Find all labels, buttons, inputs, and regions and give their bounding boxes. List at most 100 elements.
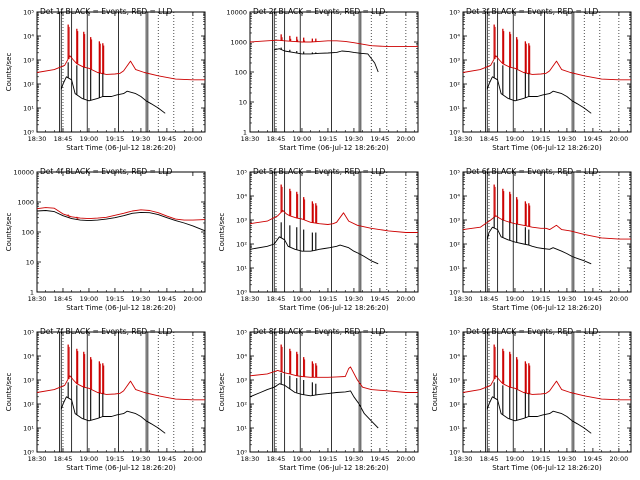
y-tick-label: 10⁵ (23, 8, 34, 16)
panel-det-7: Det 7f BLACK = Events, RED = LLD 10⁰ 10¹ 10… (5, 327, 206, 472)
x-tick-label: 19:45 (158, 295, 177, 303)
panel-title: Det 2f BLACK = Events, RED = LLD (253, 7, 386, 16)
y-tick-label: 1000 (17, 198, 34, 206)
x-tick-label: 20:00 (610, 295, 629, 303)
x-tick-label: 19:15 (319, 455, 338, 463)
x-axis-label: Start Time (06-Jul-12 18:26:20) (279, 304, 389, 312)
x-tick-label: 18:45 (54, 455, 73, 463)
x-tick-label: 19:30 (345, 295, 364, 303)
panel-title: Det 1f BLACK = Events, RED = LLD (40, 7, 173, 16)
x-axis-label: Start Time (06-Jul-12 18:26:20) (492, 144, 602, 152)
y-tick-label: 10⁴ (23, 32, 34, 40)
panel-title: Det 4f BLACK = Events, RED = LLD (40, 167, 173, 176)
x-tick-label: 19:15 (532, 295, 551, 303)
x-tick-label: 20:00 (184, 135, 203, 143)
x-tick-label: 18:45 (267, 295, 286, 303)
x-tick-label: 19:15 (319, 135, 338, 143)
y-tick-label: 10⁴ (236, 192, 247, 200)
events-series-line (36, 210, 206, 232)
y-tick-label: 10³ (449, 56, 460, 64)
events-series-line (60, 76, 166, 114)
x-tick-label: 19:45 (158, 455, 177, 463)
x-tick-label: 19:00 (506, 135, 525, 143)
lld-series-line (36, 375, 205, 401)
x-tick-label: 19:45 (584, 135, 603, 143)
plot-frame (462, 11, 632, 133)
y-tick-label: 100 (235, 68, 247, 76)
x-tick-label: 20:00 (610, 135, 629, 143)
y-tick-label: 10² (23, 400, 34, 408)
x-tick-label: 20:00 (397, 135, 416, 143)
panel-title: Det 8f BLACK = Events, RED = LLD (253, 327, 386, 336)
y-tick-label: 10¹ (23, 104, 34, 112)
x-tick-label: 18:45 (54, 135, 73, 143)
y-axis-label: Counts/sec (218, 213, 226, 252)
y-tick-label: 10⁰ (23, 128, 34, 136)
y-tick-label: 10⁵ (23, 328, 34, 336)
x-tick-label: 19:30 (558, 455, 577, 463)
x-tick-label: 19:00 (80, 455, 99, 463)
y-axis-label: Counts/sec (5, 373, 13, 412)
lld-series-line (249, 209, 418, 233)
y-tick-label: 10000 (226, 8, 247, 16)
events-series-line (486, 396, 592, 434)
panel-det-2: Det 2f BLACK = Events, RED = LLD 1 10 100 10… (226, 7, 419, 152)
events-series-line (249, 236, 379, 265)
y-tick-label: 10⁰ (23, 448, 34, 456)
x-axis-label: Start Time (06-Jul-12 18:26:20) (66, 144, 176, 152)
y-tick-label: 10⁰ (449, 288, 460, 296)
x-tick-label: 19:30 (132, 455, 151, 463)
x-tick-label: 19:00 (80, 295, 99, 303)
y-axis-label: Counts/sec (431, 373, 439, 412)
panel-title: Det 9f BLACK = Events, RED = LLD (466, 327, 599, 336)
x-tick-label: 19:00 (506, 295, 525, 303)
y-tick-label: 10² (449, 240, 460, 248)
x-tick-label: 19:00 (293, 135, 312, 143)
panel-det-4: Det 4f BLACK = Events, RED = LLD 1 10 100 10… (5, 167, 206, 312)
y-tick-label: 10² (449, 80, 460, 88)
y-tick-label: 1000 (230, 38, 247, 46)
x-tick-label: 18:45 (54, 295, 73, 303)
x-tick-label: 18:45 (267, 455, 286, 463)
y-tick-label: 10⁵ (236, 168, 247, 176)
y-tick-label: 10⁰ (449, 448, 460, 456)
events-series-line (486, 76, 592, 114)
y-tick-label: 10 (239, 98, 247, 106)
y-tick-label: 10 (26, 258, 34, 266)
y-tick-label: 10² (23, 80, 34, 88)
x-tick-label: 18:45 (267, 135, 286, 143)
x-tick-label: 20:00 (184, 455, 203, 463)
panel-det-8: Det 8f BLACK = Events, RED = LLD 10⁰ 10¹ 10… (218, 327, 419, 472)
y-axis-label: Counts/sec (5, 53, 13, 92)
y-tick-label: 10² (236, 400, 247, 408)
x-tick-label: 19:30 (345, 135, 364, 143)
y-tick-label: 10⁰ (236, 288, 247, 296)
x-tick-label: 18:45 (480, 455, 499, 463)
y-tick-label: 10³ (23, 56, 34, 64)
x-tick-label: 19:00 (293, 455, 312, 463)
x-axis-label: Start Time (06-Jul-12 18:26:20) (279, 464, 389, 472)
panel-det-3: Det 3f BLACK = Events, RED = LLD 10⁰ 10¹ 10… (449, 7, 632, 152)
plot-frame (249, 11, 419, 133)
plot-frame (462, 171, 632, 293)
lld-series-line (36, 207, 206, 221)
x-tick-label: 20:00 (397, 455, 416, 463)
lld-series-line (249, 366, 418, 393)
x-tick-label: 18:45 (480, 135, 499, 143)
lld-series-line (36, 55, 205, 81)
y-tick-label: 10² (449, 400, 460, 408)
lld-series-line (249, 39, 418, 48)
x-tick-label: 20:00 (184, 295, 203, 303)
y-tick-label: 10³ (449, 376, 460, 384)
y-axis-label: Counts/sec (5, 213, 13, 252)
y-tick-label: 10⁰ (449, 128, 460, 136)
plot-frame (249, 331, 419, 453)
x-tick-label: 20:00 (610, 455, 629, 463)
panel-det-1: Det 1f BLACK = Events, RED = LLD 10⁰ 10¹ 10… (5, 7, 206, 152)
y-tick-label: 10¹ (236, 424, 247, 432)
x-tick-label: 18:30 (454, 455, 473, 463)
y-tick-label: 10⁰ (236, 448, 247, 456)
y-tick-label: 10³ (449, 216, 460, 224)
panel-det-6: Det 6f BLACK = Events, RED = LLD 10⁰ 10¹ 10… (449, 167, 632, 312)
x-tick-label: 19:15 (106, 135, 125, 143)
